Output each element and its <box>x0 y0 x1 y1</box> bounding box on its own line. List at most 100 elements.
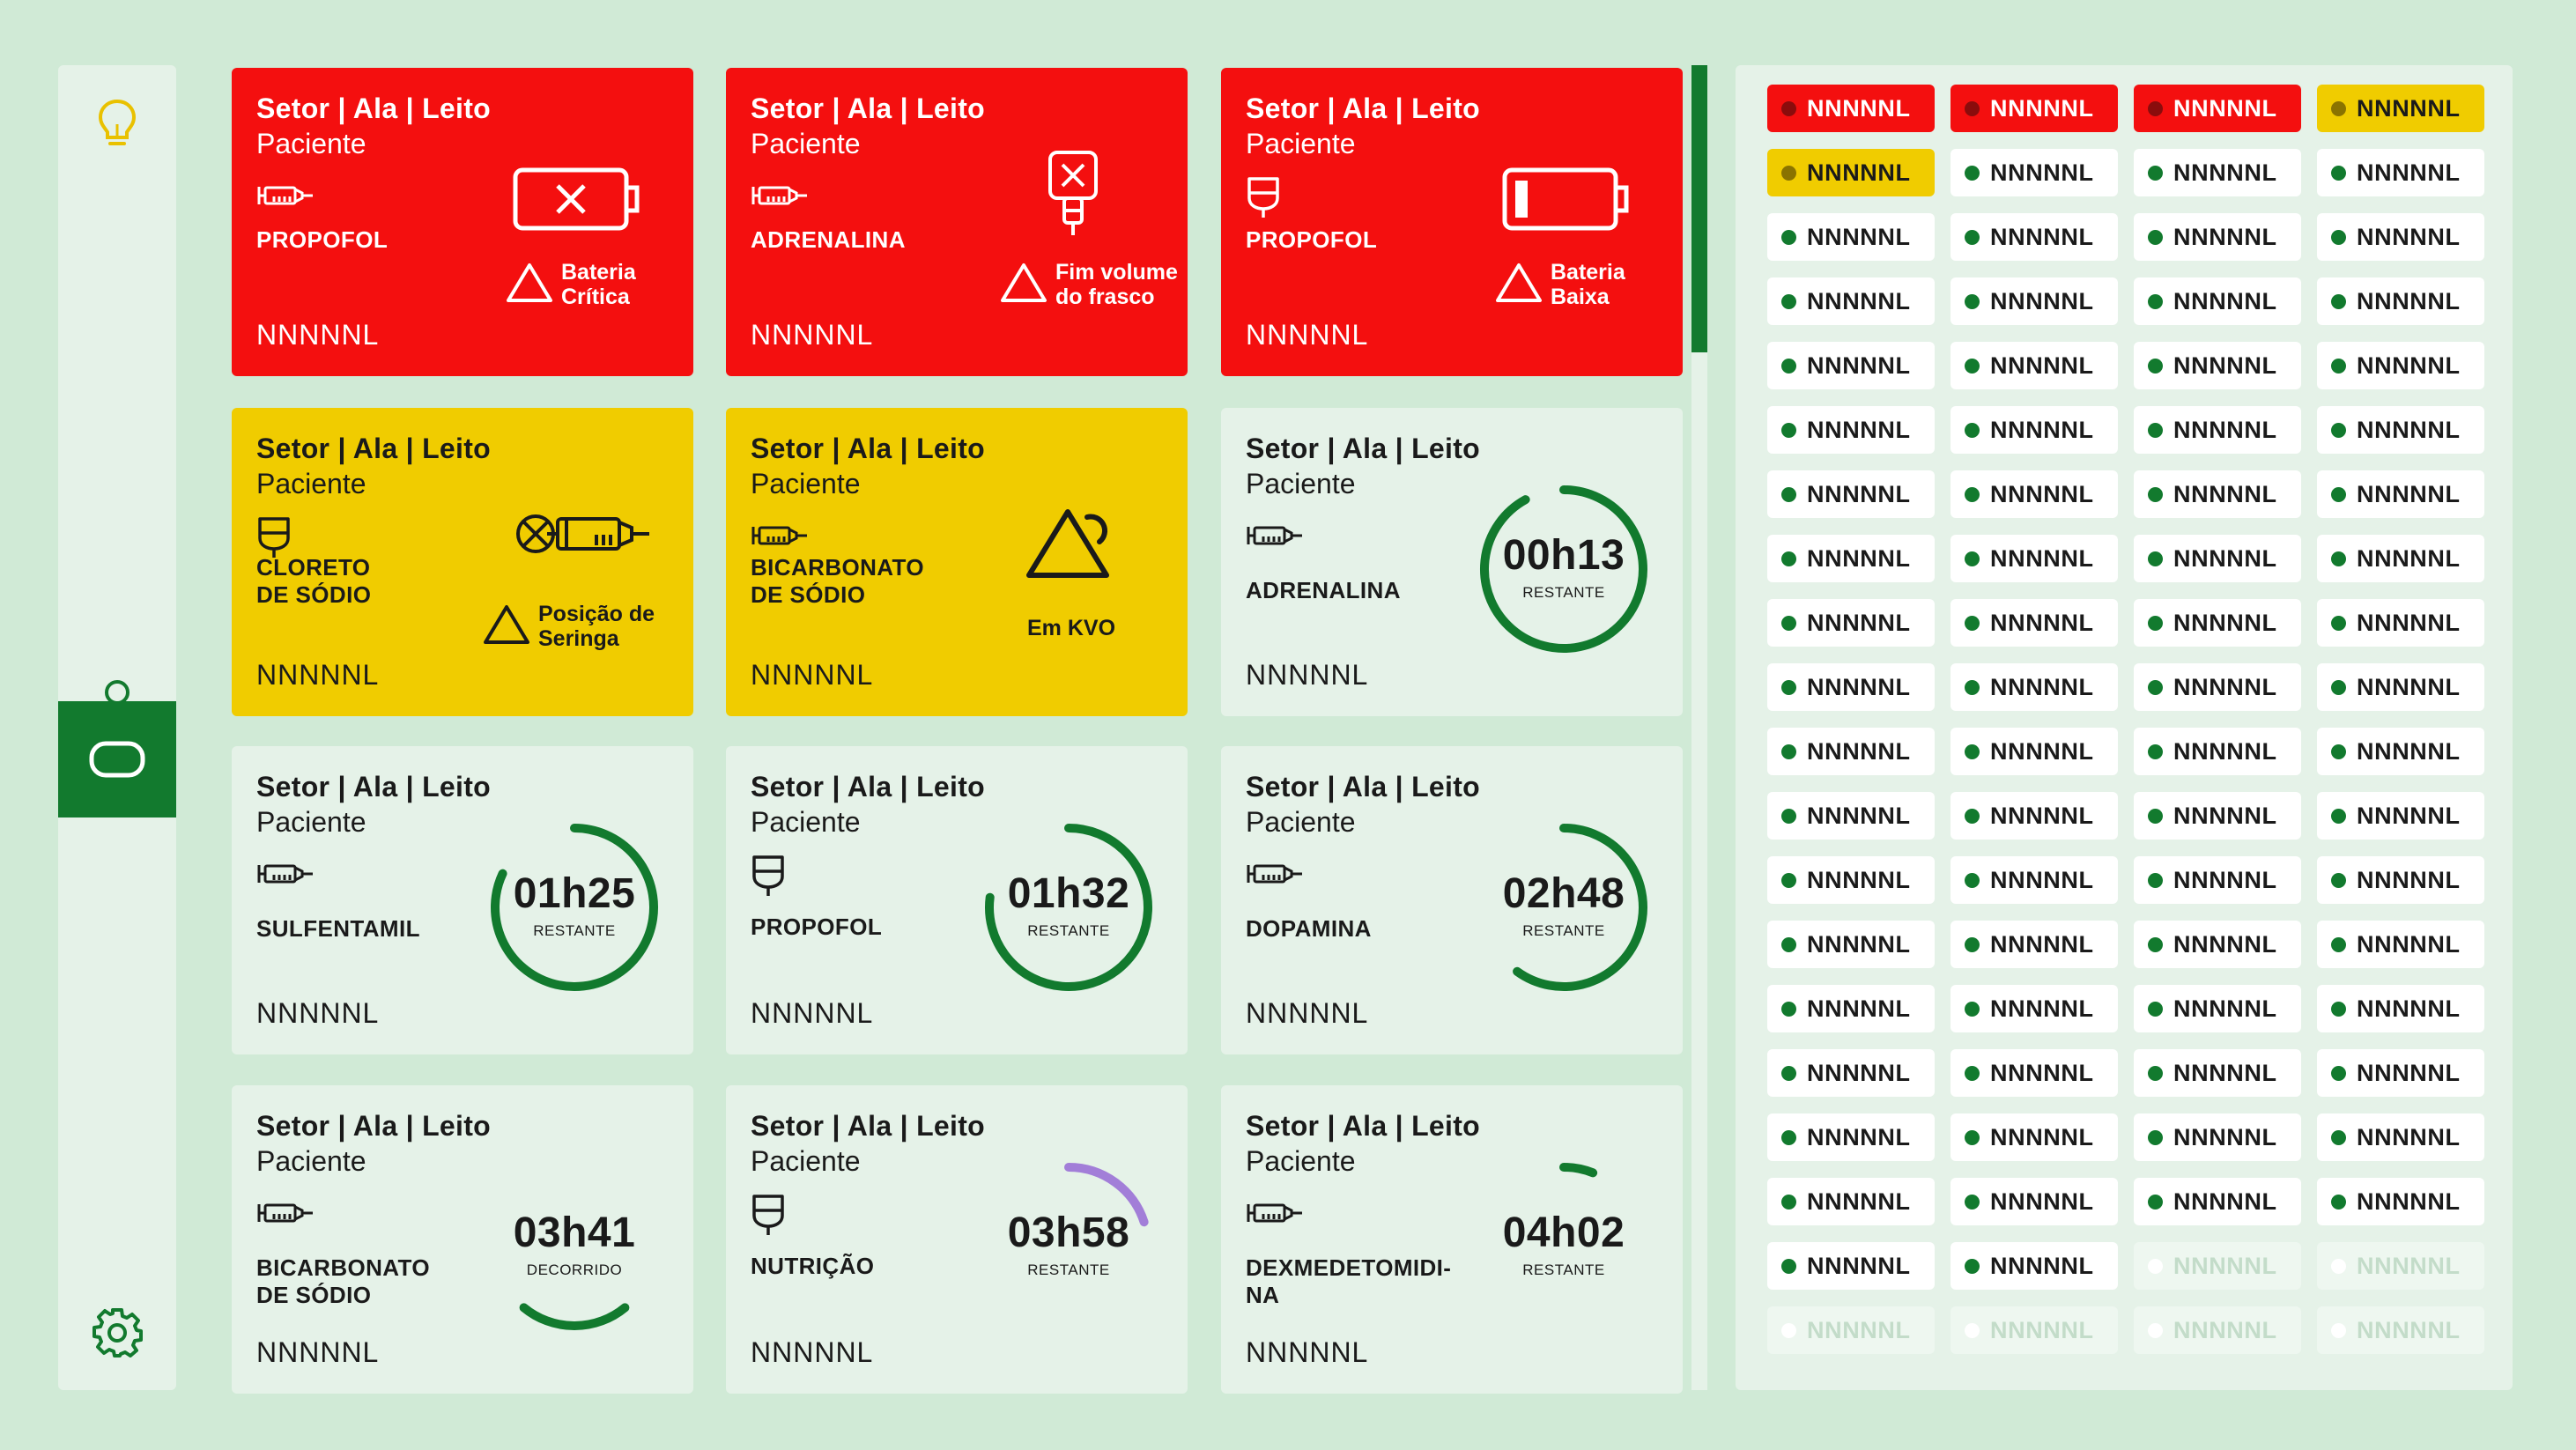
device-chip[interactable]: NNNNNL <box>2134 149 2301 196</box>
device-chip[interactable]: NNNNNL <box>2134 85 2301 132</box>
device-chip[interactable]: NNNNNL <box>1951 277 2118 325</box>
device-chip[interactable]: NNNNNL <box>2134 728 2301 775</box>
device-chip[interactable]: NNNNNL <box>2317 599 2484 647</box>
device-chip[interactable]: NNNNNL <box>1767 85 1935 132</box>
device-chip[interactable]: NNNNNL <box>2317 213 2484 261</box>
device-chip[interactable]: NNNNNL <box>1951 213 2118 261</box>
device-chip[interactable]: NNNNNL <box>1767 792 1935 840</box>
device-card[interactable]: Setor | Ala | Leito Paciente PROPOFOL NN… <box>232 68 693 376</box>
device-chip[interactable]: NNNNNL <box>1951 1113 2118 1161</box>
device-chip[interactable]: NNNNNL <box>2134 792 2301 840</box>
sidebar-tips-button[interactable] <box>58 65 176 181</box>
device-card[interactable]: Setor | Ala | Leito Paciente CLORETO DE … <box>232 408 693 716</box>
device-card[interactable]: Setor | Ala | Leito Paciente BICARBONATO… <box>232 1085 693 1394</box>
device-chip[interactable]: NNNNNL <box>1767 599 1935 647</box>
device-card[interactable]: Setor | Ala | Leito Paciente DOPAMINA NN… <box>1221 746 1683 1054</box>
device-chip[interactable]: NNNNNL <box>1951 856 2118 904</box>
card-patient: Paciente <box>1246 806 1356 838</box>
device-chip[interactable]: NNNNNL <box>1767 149 1935 196</box>
device-chip[interactable]: NNNNNL <box>1767 1113 1935 1161</box>
device-chip[interactable]: NNNNNL <box>1951 1178 2118 1225</box>
device-card[interactable]: Setor | Ala | Leito Paciente PROPOFOL NN… <box>726 746 1188 1054</box>
device-chip[interactable]: NNNNNL <box>2317 663 2484 711</box>
bag-icon <box>751 1193 786 1241</box>
device-chip[interactable]: NNNNNL <box>1767 663 1935 711</box>
sidebar-settings-button[interactable] <box>58 1274 176 1390</box>
device-chip[interactable]: NNNNNL <box>2317 535 2484 582</box>
device-chip[interactable]: NNNNNL <box>2134 599 2301 647</box>
device-chip[interactable]: NNNNNL <box>1951 342 2118 389</box>
device-chip[interactable]: NNNNNL <box>2317 342 2484 389</box>
chip-label: NNNNNL <box>2173 1252 2277 1279</box>
device-chip[interactable]: NNNNNL <box>2134 985 2301 1032</box>
device-chip[interactable]: NNNNNL <box>1951 535 2118 582</box>
device-chip[interactable]: NNNNNL <box>2317 85 2484 132</box>
device-chip[interactable]: NNNNNL <box>2317 406 2484 454</box>
device-chip[interactable]: NNNNNL <box>2317 921 2484 968</box>
device-chip[interactable]: NNNNNL <box>2134 213 2301 261</box>
device-chip[interactable]: NNNNNL <box>1951 728 2118 775</box>
device-card[interactable]: Setor | Ala | Leito Paciente ADRENALINA … <box>726 68 1188 376</box>
device-chip[interactable]: NNNNNL <box>2317 792 2484 840</box>
device-chip[interactable]: NNNNNL <box>2317 1178 2484 1225</box>
sidebar-devices-button[interactable] <box>58 701 176 817</box>
card-scrollbar[interactable] <box>1691 65 1707 1390</box>
device-card[interactable]: Setor | Ala | Leito Paciente ADRENALINA … <box>1221 408 1683 716</box>
device-chip[interactable]: NNNNNL <box>2134 342 2301 389</box>
status-dot <box>2148 1065 2163 1081</box>
device-chip[interactable]: NNNNNL <box>1951 470 2118 518</box>
device-chip[interactable]: NNNNNL <box>2134 406 2301 454</box>
status-dot <box>2148 229 2163 245</box>
device-chip[interactable]: NNNNNL <box>2317 277 2484 325</box>
device-card[interactable]: Setor | Ala | Leito Paciente SULFENTAMIL… <box>232 746 693 1054</box>
device-chip[interactable]: NNNNNL <box>2134 663 2301 711</box>
device-chip[interactable]: NNNNNL <box>2134 921 2301 968</box>
device-chip[interactable]: NNNNNL <box>1767 985 1935 1032</box>
scrollbar-thumb[interactable] <box>1691 65 1707 352</box>
device-chip[interactable]: NNNNNL <box>1767 406 1935 454</box>
device-chip[interactable]: NNNNNL <box>1767 277 1935 325</box>
device-chip[interactable]: NNNNNL <box>1951 149 2118 196</box>
device-chip[interactable]: NNNNNL <box>1951 599 2118 647</box>
device-chip[interactable]: NNNNNL <box>2134 1178 2301 1225</box>
device-chip[interactable]: NNNNNL <box>2134 277 2301 325</box>
device-chip[interactable]: NNNNNL <box>1951 85 2118 132</box>
status-dot <box>2148 1001 2163 1017</box>
device-card[interactable]: Setor | Ala | Leito Paciente DEXMEDETOMI… <box>1221 1085 1683 1394</box>
device-chip[interactable]: NNNNNL <box>1767 856 1935 904</box>
device-chip[interactable]: NNNNNL <box>1951 792 2118 840</box>
device-chip[interactable]: NNNNNL <box>1951 406 2118 454</box>
device-chip[interactable]: NNNNNL <box>1767 535 1935 582</box>
device-chip[interactable]: NNNNNL <box>2317 1113 2484 1161</box>
device-chip[interactable]: NNNNNL <box>1767 470 1935 518</box>
device-chip[interactable]: NNNNNL <box>2317 149 2484 196</box>
device-card[interactable]: Setor | Ala | Leito Paciente PROPOFOL NN… <box>1221 68 1683 376</box>
device-chip[interactable]: NNNNNL <box>2134 535 2301 582</box>
device-card[interactable]: Setor | Ala | Leito Paciente NUTRIÇÃO NN… <box>726 1085 1188 1394</box>
device-chip[interactable]: NNNNNL <box>2317 470 2484 518</box>
device-chip[interactable]: NNNNNL <box>2134 856 2301 904</box>
device-chip[interactable]: NNNNNL <box>2134 1049 2301 1097</box>
device-card[interactable]: Setor | Ala | Leito Paciente BICARBONATO… <box>726 408 1188 716</box>
chip-label: NNNNNL <box>1990 94 2094 122</box>
device-chip[interactable]: NNNNNL <box>2317 985 2484 1032</box>
device-chip[interactable]: NNNNNL <box>1767 921 1935 968</box>
device-chip[interactable]: NNNNNL <box>2317 1049 2484 1097</box>
chip-label: NNNNNL <box>2357 1252 2461 1279</box>
device-chip[interactable]: NNNNNL <box>1951 663 2118 711</box>
device-chip[interactable]: NNNNNL <box>1951 1242 2118 1290</box>
device-chip[interactable]: NNNNNL <box>2134 1113 2301 1161</box>
device-chip[interactable]: NNNNNL <box>2134 470 2301 518</box>
device-chip[interactable]: NNNNNL <box>1767 1242 1935 1290</box>
device-chip[interactable]: NNNNNL <box>1951 1049 2118 1097</box>
device-chip[interactable]: NNNNNL <box>1767 213 1935 261</box>
device-chip[interactable]: NNNNNL <box>1767 1049 1935 1097</box>
device-chip[interactable]: NNNNNL <box>1767 1178 1935 1225</box>
device-chip[interactable]: NNNNNL <box>1767 342 1935 389</box>
device-chip[interactable]: NNNNNL <box>1767 728 1935 775</box>
device-chip[interactable]: NNNNNL <box>1951 985 2118 1032</box>
device-chip[interactable]: NNNNNL <box>2317 856 2484 904</box>
device-chip[interactable]: NNNNNL <box>2317 728 2484 775</box>
gear-icon <box>93 1308 143 1358</box>
device-chip[interactable]: NNNNNL <box>1951 921 2118 968</box>
